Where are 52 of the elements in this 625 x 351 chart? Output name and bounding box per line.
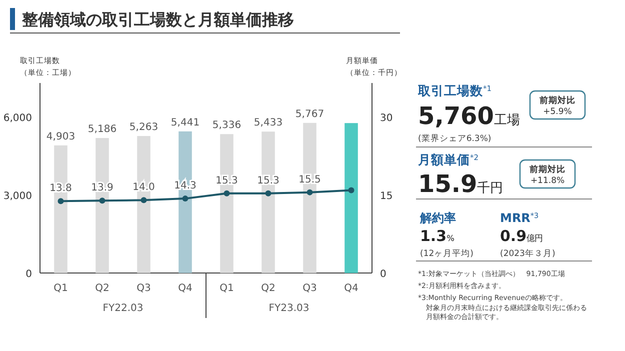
text: (2023年３月) [500,248,556,259]
text: 15.9千円 [418,170,504,198]
text: 解約率 [419,211,456,225]
y2-tick-label: 0 [380,269,386,280]
data-label: 5,441 [170,117,200,128]
data-label: 5,433 [254,118,283,129]
text: (12ヶ月平均) [420,248,474,259]
y-tick-label: 0 [26,269,32,280]
x-tick-label: Q4 [344,283,358,294]
y2-tick-label: 30 [380,112,393,124]
chart-title: 整備領域の取引工場数と月額単価推移 [21,10,294,29]
point [265,190,272,196]
data-label: 15.3 [257,175,280,186]
x-tick-label: Q4 [178,283,192,294]
data-label: 15.3 [216,175,238,186]
data-label: 14.0 [132,182,155,194]
text: 月額単価$^{*2}$ [417,152,479,167]
text: 取引工場数$^{*1}$ [417,83,492,98]
data-label: 4,903 [46,131,76,142]
point [224,190,230,196]
point [348,187,354,194]
x-tick-label: Q3 [136,283,151,294]
text: FY22.03 [102,303,144,314]
point [58,198,64,204]
point [182,196,188,202]
text: 前期対比 +5.9% [538,95,576,117]
y2-tick-label: 15 [380,190,393,202]
data-label: 5,767 [295,108,324,120]
text: MRR$^{*3}$ [500,210,539,225]
x-tick-label: Q1 [54,283,68,294]
y-tick-label: 3,000 [3,190,32,202]
data-label: 15.5 [298,174,321,186]
text: 5,760工場 [418,102,520,130]
text: FY23.03 [268,303,310,314]
bar [344,123,358,273]
data-label: 5,186 [88,124,117,136]
data-label: 13.8 [50,183,72,194]
x-tick-label: Q2 [261,283,276,294]
point [140,197,147,204]
data-label: 5,263 [129,122,158,134]
x-tick-label: Q3 [302,283,317,294]
x-tick-label: Q1 [220,283,234,294]
text: 1.3% [420,227,455,245]
y-tick-label: 6,000 [3,112,32,124]
text: 前期対比 +11.8% [528,164,566,186]
text: 0.9億円 [500,227,543,245]
text: (業界シェア6.3%) [418,133,492,144]
point [306,189,313,196]
point [99,198,106,204]
x-tick-label: Q2 [95,283,110,294]
data-label: 13.9 [91,182,114,194]
data-label: 5,336 [212,120,242,132]
